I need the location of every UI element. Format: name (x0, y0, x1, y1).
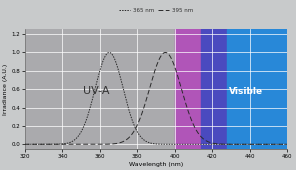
Bar (227, 29, 287, 149)
Legend: 365 nm, 395 nm: 365 nm, 395 nm (117, 6, 195, 15)
Text: Visible: Visible (229, 87, 263, 96)
Y-axis label: Irradiance (A.U.): Irradiance (A.U.) (4, 64, 9, 115)
Bar (175, 29, 201, 149)
Bar (25, 29, 175, 149)
X-axis label: Wavelength (nm): Wavelength (nm) (129, 162, 183, 167)
Bar (201, 29, 227, 149)
Text: UV-A: UV-A (83, 86, 109, 96)
